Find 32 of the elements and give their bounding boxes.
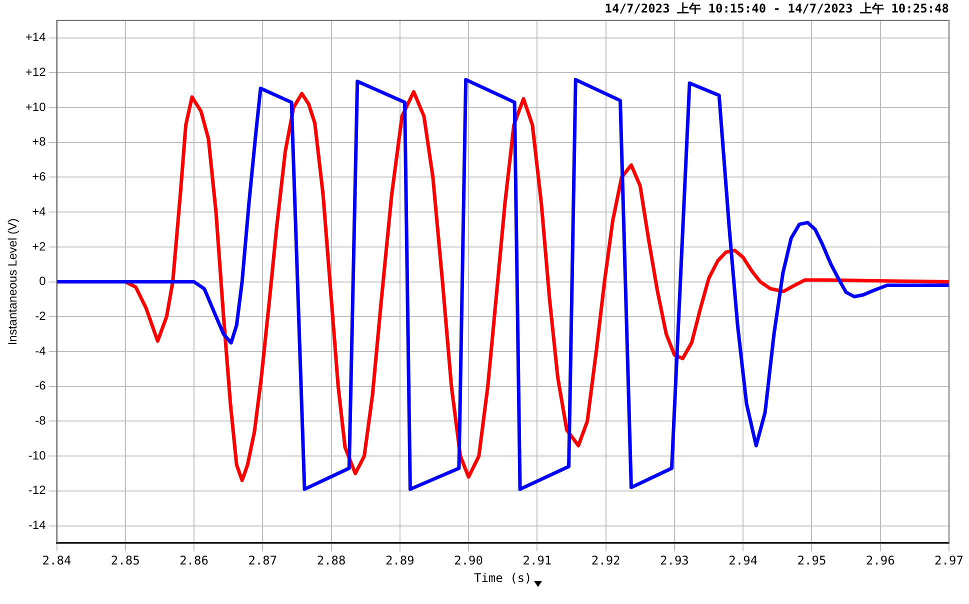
x-tick-label: 2.95 <box>797 554 826 568</box>
x-tick-label: 2.88 <box>316 554 346 568</box>
y-axis-title: Instantaneous Level (V) <box>6 218 20 346</box>
y-tick-label: +2 <box>32 239 46 254</box>
x-tick-label: 2.89 <box>385 554 414 568</box>
x-tick-label: 2.92 <box>591 554 620 568</box>
y-tick-label: +14 <box>25 30 46 44</box>
y-tick-label: -10 <box>28 448 46 462</box>
chart-title: 14/7/2023 上午 10:15:40 - 14/7/2023 上午 10:25:48 <box>604 1 949 16</box>
y-tick-label: +4 <box>32 204 46 218</box>
x-tick-label: 2.96 <box>866 554 895 568</box>
x-axis-title: Time (s) <box>474 570 532 585</box>
x-tick-label: 2.84 <box>42 554 72 568</box>
y-tick-label: +8 <box>32 134 46 149</box>
y-tick-label: 0 <box>39 274 46 288</box>
x-tick-label: 2.86 <box>180 554 208 568</box>
y-tick-label: -4 <box>35 344 46 358</box>
y-tick-label: -2 <box>35 308 46 323</box>
y-tick-label: +6 <box>32 170 46 184</box>
x-tick-label: 2.85 <box>110 554 140 568</box>
y-tick-label: -12 <box>28 483 46 498</box>
y-tick-label: +10 <box>25 100 46 114</box>
x-tick-label: 2.87 <box>248 554 278 568</box>
y-tick-label: -6 <box>35 378 46 393</box>
x-tick-label: 2.94 <box>728 554 758 568</box>
x-tick-label: 2.90 <box>454 554 484 568</box>
y-tick-label: +12 <box>25 64 46 79</box>
x-tick-label: 2.97 <box>934 554 964 568</box>
x-tick-label: 2.91 <box>522 554 552 568</box>
y-tick-label: -8 <box>35 414 46 428</box>
y-tick-label: -14 <box>28 518 46 532</box>
x-tick-label: 2.93 <box>660 554 689 568</box>
